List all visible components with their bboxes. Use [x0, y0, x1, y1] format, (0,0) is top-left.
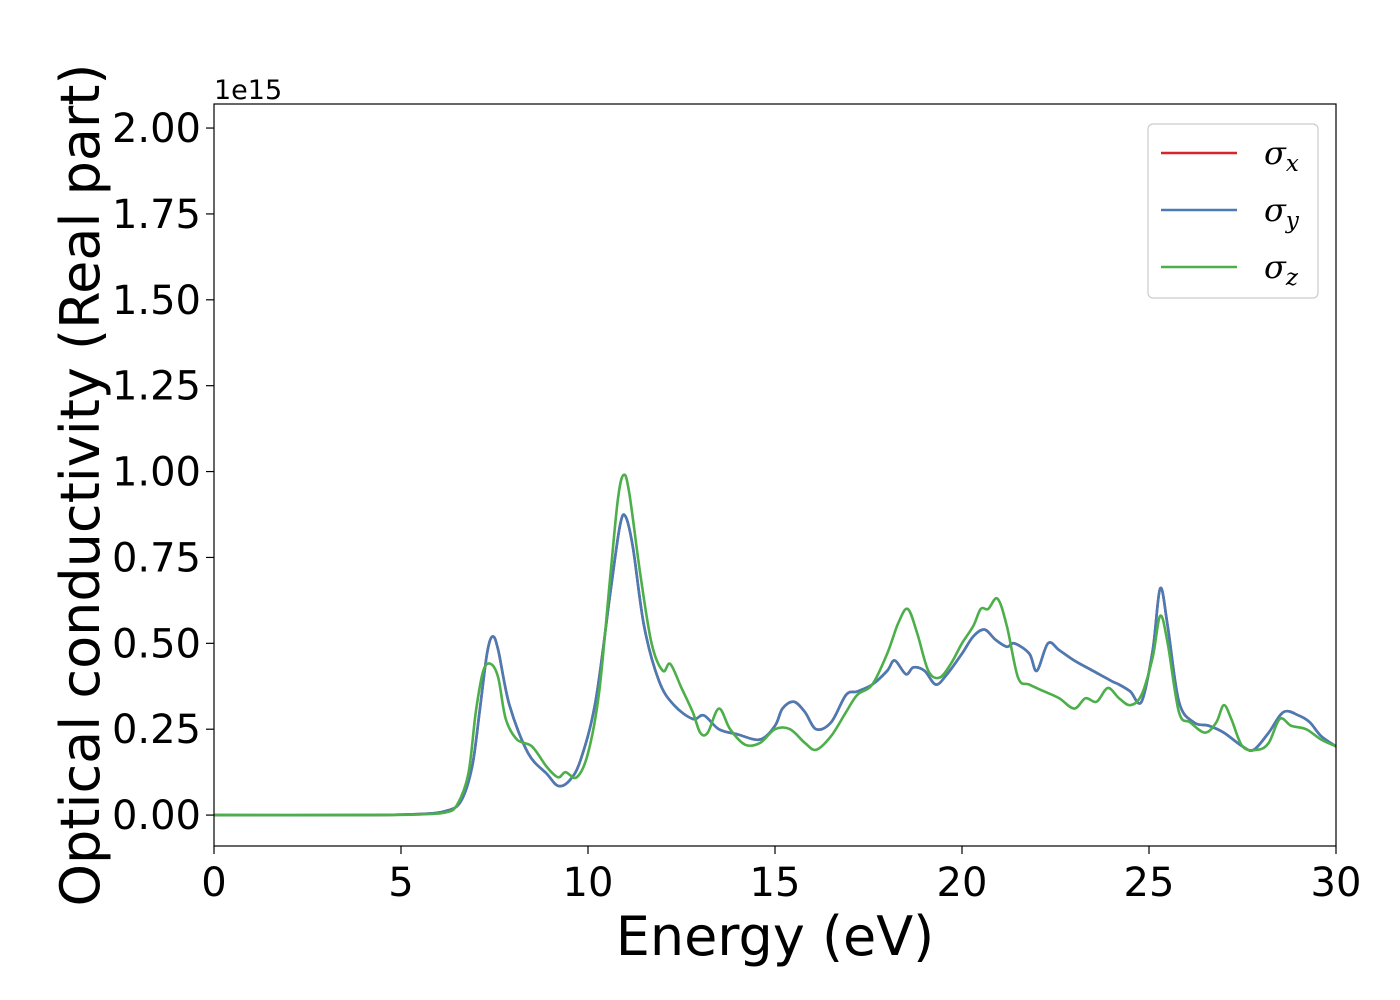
y-tick-label: 0.75: [112, 535, 201, 581]
y-tick-label: 1.00: [112, 450, 201, 496]
legend-label-y: σy: [1264, 191, 1300, 234]
x-tick-label: 25: [1124, 860, 1175, 906]
y-tick-label: 2.00: [112, 106, 201, 152]
plot-area: [213, 103, 1337, 847]
legend-label-z: σz: [1264, 248, 1299, 291]
y-axis-title: Optical conductivity (Real part): [49, 64, 112, 907]
legend: σx σy σz: [1147, 123, 1319, 299]
y-axis: 0.00 0.25 0.50 0.75 1.00 1.25 1.50 1.75 2.00: [112, 106, 214, 839]
y-tick-label: 1.50: [112, 278, 201, 324]
y-tick-label: 0.25: [112, 707, 201, 753]
y-offset-label: 1e15: [214, 75, 282, 106]
x-tick-label: 5: [388, 860, 413, 906]
x-axis-title: Energy (eV): [616, 905, 935, 968]
series-line-z: [214, 473, 1336, 817]
y-tick-label: 1.25: [112, 364, 201, 410]
x-tick-label: 15: [750, 860, 801, 906]
x-tick-label: 0: [201, 860, 226, 906]
x-axis: 0 5 10 15 20 25 30: [201, 846, 1361, 906]
y-tick-label: 0.00: [112, 793, 201, 839]
x-tick-label: 30: [1311, 860, 1362, 906]
y-tick-label: 0.50: [112, 621, 201, 667]
legend-label-x: σx: [1264, 134, 1299, 177]
x-tick-label: 20: [937, 860, 988, 906]
x-tick-label: 10: [563, 860, 614, 906]
y-tick-label: 1.75: [112, 192, 201, 238]
series-group: [214, 473, 1336, 817]
